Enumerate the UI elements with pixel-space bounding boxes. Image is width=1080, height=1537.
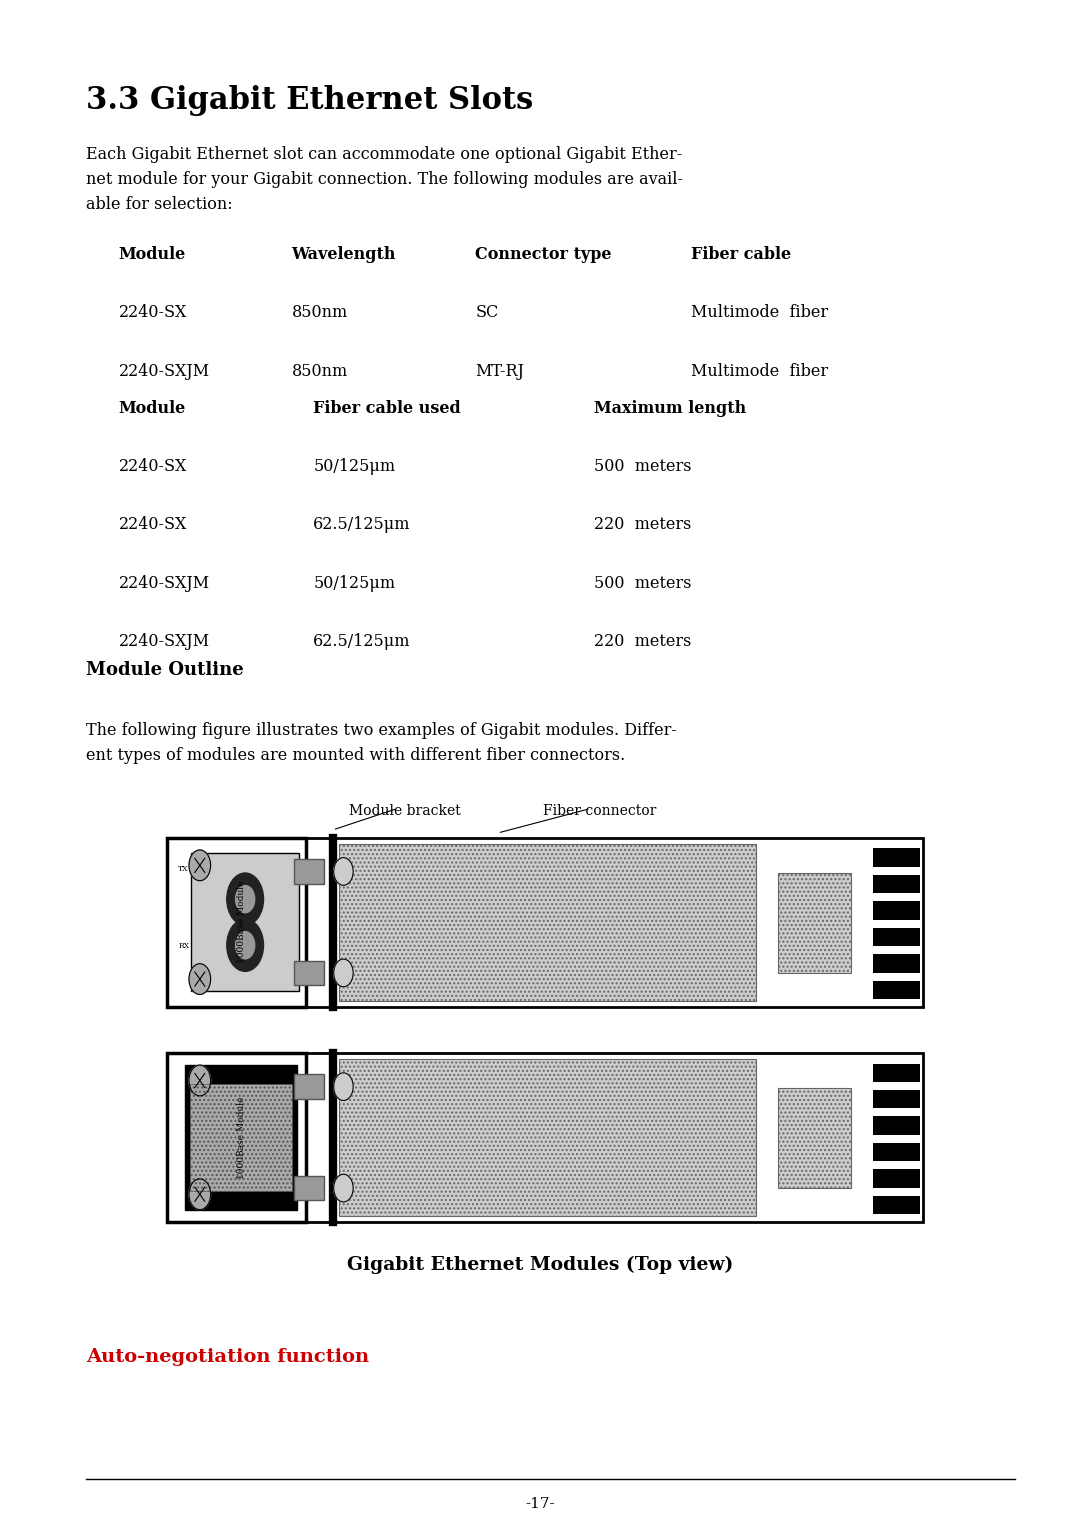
Bar bbox=[873, 1064, 920, 1082]
Text: 2240-SX: 2240-SX bbox=[119, 458, 187, 475]
Bar bbox=[873, 928, 920, 947]
Text: Connector type: Connector type bbox=[475, 246, 611, 263]
Bar bbox=[294, 859, 324, 884]
Circle shape bbox=[334, 1073, 353, 1100]
Bar bbox=[873, 1196, 920, 1214]
Text: 50/125μm: 50/125μm bbox=[313, 575, 395, 592]
Bar bbox=[167, 838, 923, 1007]
Circle shape bbox=[235, 931, 255, 959]
Bar bbox=[191, 853, 299, 991]
Circle shape bbox=[227, 919, 264, 971]
Bar bbox=[294, 1176, 324, 1200]
Bar bbox=[873, 1144, 920, 1162]
Circle shape bbox=[235, 885, 255, 913]
Text: Fiber cable: Fiber cable bbox=[691, 246, 792, 263]
Bar bbox=[873, 901, 920, 919]
Text: Wavelength: Wavelength bbox=[292, 246, 396, 263]
Bar bbox=[294, 961, 324, 985]
Text: 2240-SX: 2240-SX bbox=[119, 304, 187, 321]
Text: Multimode  fiber: Multimode fiber bbox=[691, 363, 828, 380]
Bar bbox=[167, 838, 306, 1007]
Text: 220  meters: 220 meters bbox=[594, 516, 691, 533]
Text: 50/125μm: 50/125μm bbox=[313, 458, 395, 475]
Bar bbox=[873, 954, 920, 973]
Circle shape bbox=[189, 1065, 211, 1096]
Bar bbox=[778, 1088, 851, 1188]
Bar bbox=[339, 844, 756, 1001]
Text: 1000Base Module: 1000Base Module bbox=[238, 1096, 246, 1179]
Text: Fiber connector: Fiber connector bbox=[543, 804, 656, 818]
Text: The following figure illustrates two examples of Gigabit modules. Differ-
ent ty: The following figure illustrates two exa… bbox=[86, 722, 677, 764]
Bar bbox=[873, 981, 920, 999]
Text: 1000Base Module: 1000Base Module bbox=[238, 881, 246, 964]
Bar bbox=[873, 848, 920, 867]
Text: Module: Module bbox=[119, 400, 186, 417]
Text: Fiber cable used: Fiber cable used bbox=[313, 400, 461, 417]
Text: TX: TX bbox=[178, 865, 189, 873]
Bar bbox=[167, 1053, 923, 1222]
Circle shape bbox=[189, 1179, 211, 1210]
Text: Maximum length: Maximum length bbox=[594, 400, 746, 417]
Text: Module Outline: Module Outline bbox=[86, 661, 244, 679]
Text: 3.3 Gigabit Ethernet Slots: 3.3 Gigabit Ethernet Slots bbox=[86, 85, 534, 115]
Circle shape bbox=[189, 964, 211, 994]
Text: 2240-SXJM: 2240-SXJM bbox=[119, 575, 210, 592]
Circle shape bbox=[334, 959, 353, 987]
Text: 500  meters: 500 meters bbox=[594, 458, 691, 475]
Bar bbox=[294, 1074, 324, 1099]
Text: Module bracket: Module bracket bbox=[349, 804, 461, 818]
Text: Each Gigabit Ethernet slot can accommodate one optional Gigabit Ether-
net modul: Each Gigabit Ethernet slot can accommoda… bbox=[86, 146, 684, 212]
Text: 850nm: 850nm bbox=[292, 363, 348, 380]
Text: Module: Module bbox=[119, 246, 186, 263]
Text: SC: SC bbox=[475, 304, 499, 321]
Text: 220  meters: 220 meters bbox=[594, 633, 691, 650]
Circle shape bbox=[227, 873, 264, 925]
Text: 62.5/125μm: 62.5/125μm bbox=[313, 516, 410, 533]
Bar bbox=[873, 875, 920, 893]
Text: -17-: -17- bbox=[525, 1497, 555, 1511]
Text: RX: RX bbox=[178, 942, 189, 950]
Circle shape bbox=[189, 850, 211, 881]
Bar bbox=[873, 1116, 920, 1134]
Text: Gigabit Ethernet Modules (Top view): Gigabit Ethernet Modules (Top view) bbox=[347, 1256, 733, 1274]
Text: 500  meters: 500 meters bbox=[594, 575, 691, 592]
Bar bbox=[190, 1084, 292, 1191]
Text: 2240-SXJM: 2240-SXJM bbox=[119, 633, 210, 650]
Text: MT-RJ: MT-RJ bbox=[475, 363, 524, 380]
Text: Auto-negotiation function: Auto-negotiation function bbox=[86, 1348, 369, 1366]
Circle shape bbox=[334, 1174, 353, 1202]
Text: Multimode  fiber: Multimode fiber bbox=[691, 304, 828, 321]
Bar bbox=[167, 1053, 306, 1222]
Text: 2240-SXJM: 2240-SXJM bbox=[119, 363, 210, 380]
Bar bbox=[778, 873, 851, 973]
Circle shape bbox=[334, 858, 353, 885]
Text: 2240-SX: 2240-SX bbox=[119, 516, 187, 533]
Bar bbox=[185, 1065, 297, 1210]
Text: 850nm: 850nm bbox=[292, 304, 348, 321]
Bar bbox=[873, 1090, 920, 1108]
Bar bbox=[873, 1170, 920, 1188]
Bar bbox=[339, 1059, 756, 1216]
Text: 62.5/125μm: 62.5/125μm bbox=[313, 633, 410, 650]
